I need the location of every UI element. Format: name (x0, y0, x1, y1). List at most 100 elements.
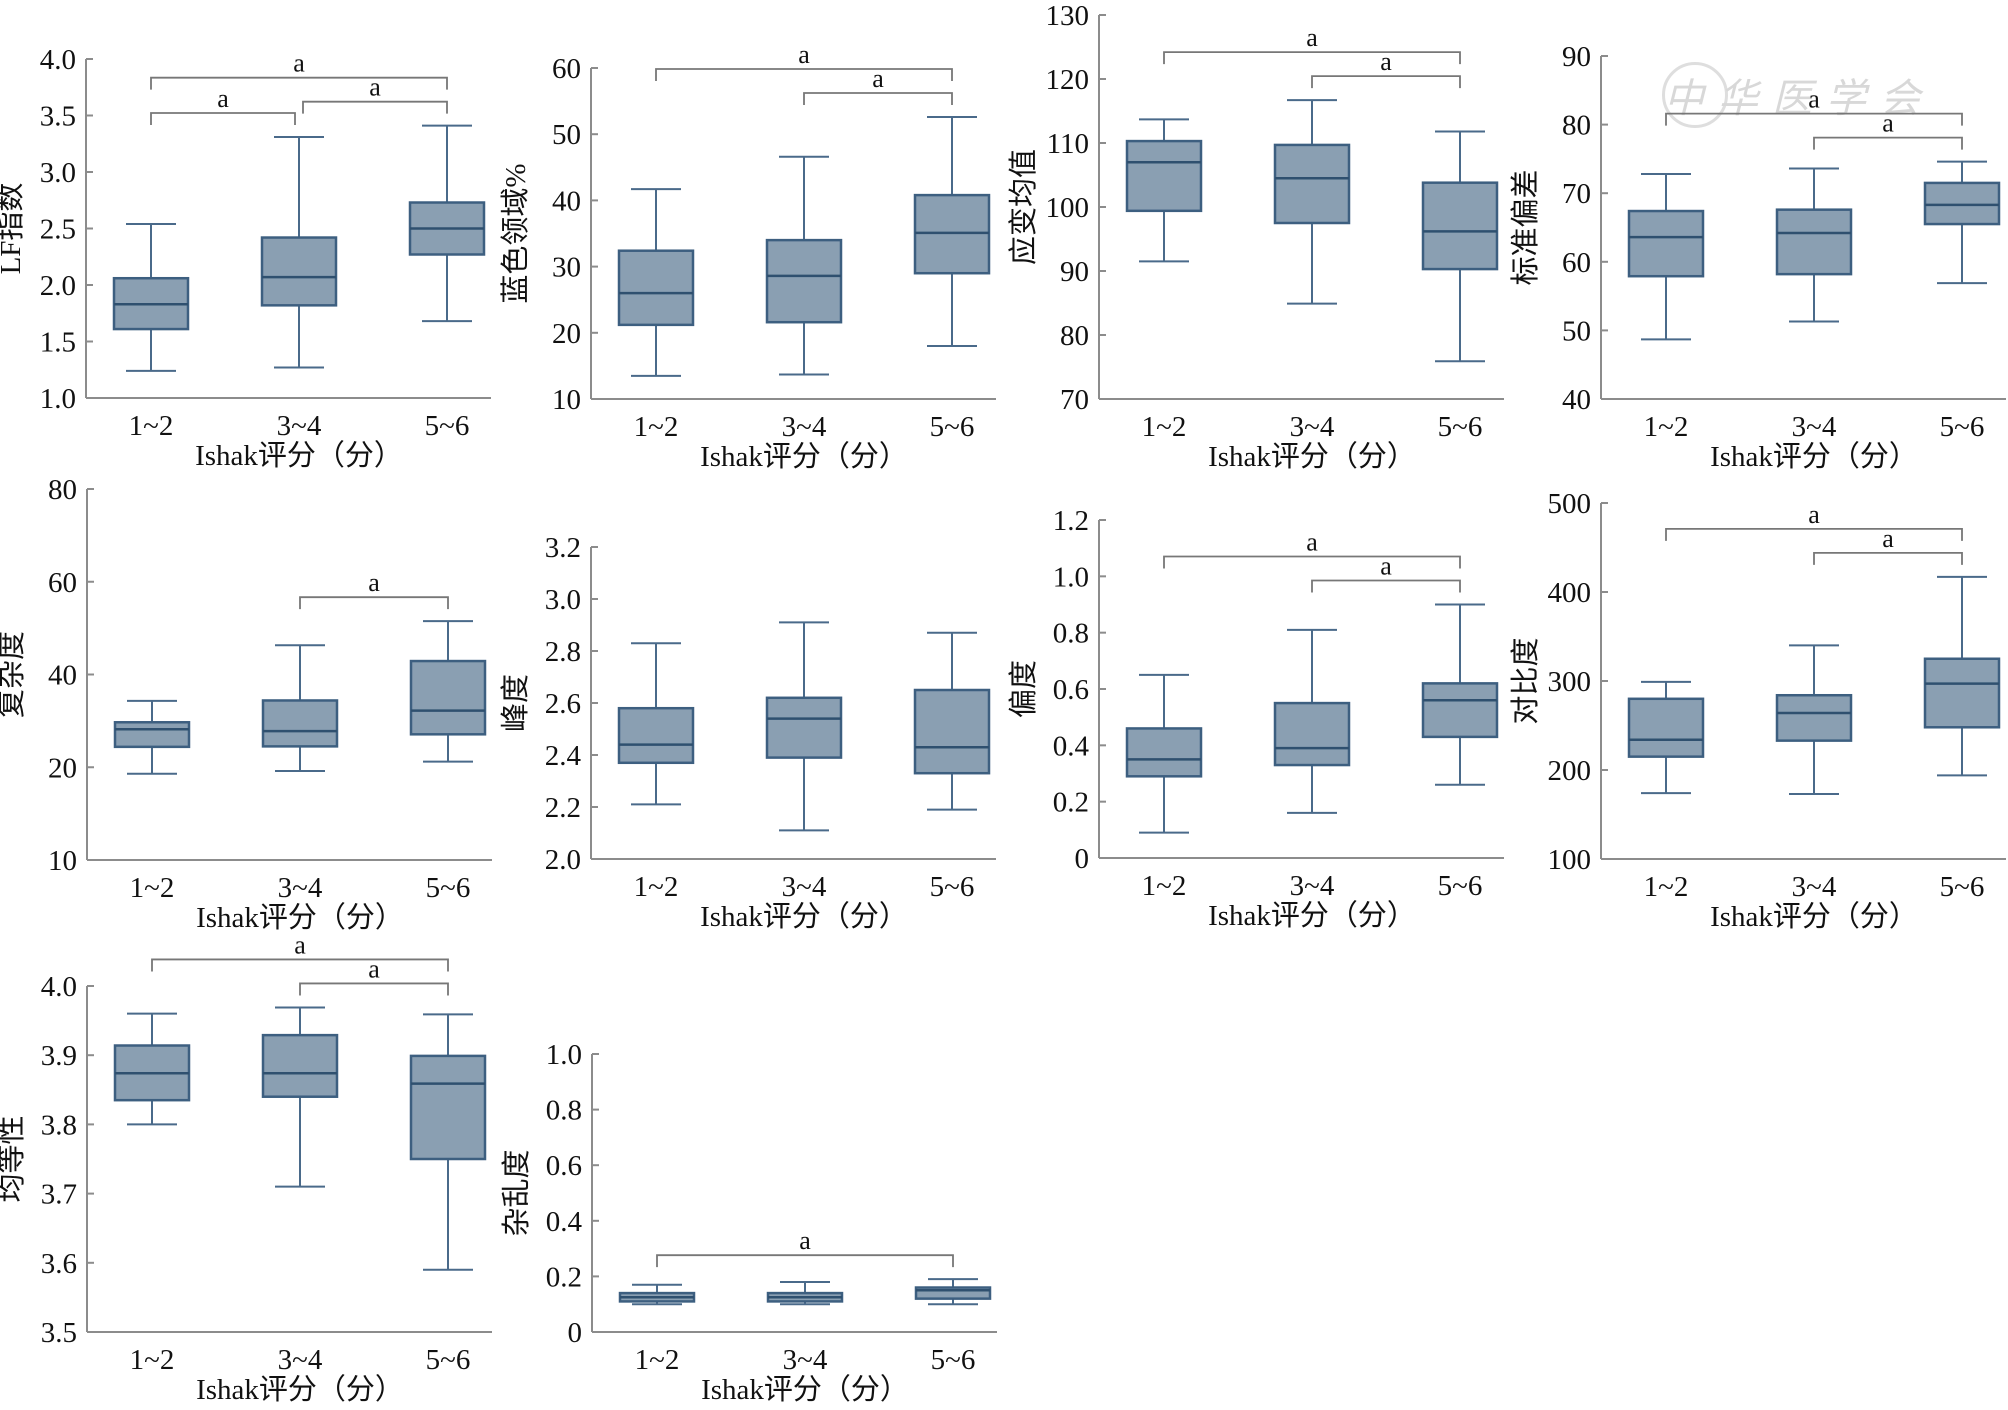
y-tick-label: 1.5 (40, 327, 76, 359)
y-tick-label: 60 (48, 567, 77, 599)
iqr-box (113, 721, 191, 749)
x-tick-label: 5~6 (426, 1344, 471, 1376)
y-tick-label: 2.0 (40, 270, 76, 302)
x-axis-label: Ishak评分（分） (700, 441, 908, 473)
box-plot-5~6 (1421, 130, 1499, 363)
iqr-box (765, 696, 843, 759)
y-tick-label: 120 (1046, 64, 1090, 96)
y-tick-label: 50 (552, 119, 581, 151)
box-plot-1~2 (112, 222, 190, 372)
panel-contrast: 100 200 300 400 500 对比度 1~2 3~4 5~6 Ishak评分（分） a a (1509, 488, 2006, 933)
x-tick-label: 1~2 (635, 1344, 680, 1376)
y-axis-label: 峰度 (499, 674, 532, 732)
y-axis-label: 蓝色领域% (499, 163, 532, 303)
box-plot-5~6 (914, 1278, 992, 1306)
panel-std_dev: 40 50 60 70 80 90 标准偏差 1~2 3~4 5~6 Ishak评分（分） a a (1509, 41, 2006, 473)
box-plot-3~4 (1775, 167, 1853, 323)
box-plot-1~2 (618, 1283, 696, 1306)
x-axis-label: Ishak评分（分） (701, 1374, 909, 1406)
panel-strain_mean: 70 80 90 100 110 120 130 应变均值 1~2 3~4 5~6 Ishak评分（分… (1007, 0, 1504, 473)
box-plot-5~6 (409, 1013, 487, 1271)
y-axis-label: 对比度 (1509, 637, 1542, 724)
significance-bracket (302, 100, 448, 114)
y-tick-label: 3.9 (41, 1040, 77, 1072)
watermark-seal-icon (1662, 62, 1728, 128)
y-tick-label: 40 (48, 660, 77, 692)
box-plot-5~6 (1923, 160, 2001, 285)
x-tick-label: 1~2 (1644, 871, 1689, 903)
y-tick-label: 60 (1562, 247, 1591, 279)
y-tick-label: 60 (552, 53, 581, 85)
y-tick-label: 2.2 (545, 792, 581, 824)
y-tick-label: 3.5 (40, 101, 76, 133)
significance-label: a (1380, 47, 1392, 76)
y-tick-label: 100 (1046, 192, 1090, 224)
y-tick-label: 3.2 (545, 532, 581, 564)
x-axis-label: Ishak评分（分） (1710, 441, 1918, 473)
significance-bracket (299, 982, 449, 996)
x-tick-label: 5~6 (930, 411, 975, 443)
y-tick-label: 50 (1562, 315, 1591, 347)
box-plot-3~4 (261, 1006, 339, 1188)
x-tick-label: 3~4 (1792, 871, 1837, 903)
y-tick-label: 40 (552, 185, 581, 217)
box-plot-3~4 (261, 644, 339, 772)
x-tick-label: 3~4 (783, 1344, 828, 1376)
box-plot-1~2 (113, 699, 191, 775)
box-plot-1~2 (1627, 680, 1705, 795)
y-tick-label: 0.4 (1053, 730, 1090, 762)
y-tick-label: 0 (568, 1317, 583, 1349)
x-tick-label: 3~4 (782, 871, 827, 903)
significance-label: a (369, 73, 381, 102)
panel-homogeneity: 3.5 3.6 3.7 3.8 3.9 4.0 均等性 1~2 3~4 5~6 Ishak评分（分）… (0, 930, 492, 1406)
significance-bracket (150, 76, 448, 90)
x-tick-label: 1~2 (1142, 411, 1187, 443)
iqr-box (1421, 682, 1499, 739)
y-tick-label: 2.6 (545, 688, 581, 720)
x-tick-label: 5~6 (931, 1344, 976, 1376)
y-tick-label: 80 (48, 474, 77, 506)
box-plot-5~6 (1421, 603, 1499, 786)
iqr-box (1775, 208, 1853, 276)
significance-bracket (1311, 75, 1461, 89)
y-tick-label: 2.8 (545, 636, 581, 668)
y-tick-label: 20 (552, 318, 581, 350)
significance-label: a (799, 1226, 811, 1255)
significance-label: a (1306, 23, 1318, 52)
iqr-box (1273, 143, 1351, 225)
x-tick-label: 3~4 (1290, 870, 1335, 902)
significance-bracket (1813, 136, 1963, 150)
y-tick-label: 0.6 (546, 1150, 582, 1182)
x-tick-label: 3~4 (278, 872, 323, 904)
panel-kurtosis: 2.0 2.2 2.4 2.6 2.8 3.0 3.2 峰度 1~2 3~4 5~6 Ishak评分（… (499, 532, 996, 933)
y-tick-label: 10 (552, 384, 581, 416)
iqr-box (260, 236, 338, 307)
y-tick-label: 4.0 (40, 44, 76, 76)
significance-label: a (872, 64, 884, 93)
box-plot-5~6 (1923, 575, 2001, 777)
y-axis-label: 偏度 (1007, 660, 1040, 718)
y-tick-label: 90 (1060, 256, 1089, 288)
significance-label: a (217, 84, 229, 113)
box-plot-3~4 (766, 1280, 844, 1306)
y-tick-label: 0.2 (546, 1261, 582, 1293)
iqr-box (1775, 693, 1853, 742)
y-tick-label: 3.5 (41, 1317, 77, 1349)
y-axis-label: 复杂度 (0, 631, 28, 718)
box-plot-3~4 (1273, 99, 1351, 305)
y-tick-label: 40 (1562, 384, 1591, 416)
significance-label: a (1808, 500, 1820, 529)
panel-lf_index: 1.0 1.5 2.0 2.5 3.0 3.5 4.0 LF指数 1~2 3~4 5~6 Ishak评… (0, 44, 491, 472)
y-tick-label: 0.6 (1053, 674, 1089, 706)
x-axis-label: Ishak评分（分） (196, 902, 404, 934)
x-tick-label: 5~6 (1438, 870, 1483, 902)
iqr-box (1273, 701, 1351, 767)
x-tick-label: 1~2 (130, 872, 175, 904)
iqr-box (1421, 181, 1499, 271)
y-tick-label: 70 (1060, 384, 1089, 416)
box-plot-1~2 (113, 1012, 191, 1126)
y-tick-label: 200 (1548, 755, 1592, 787)
x-axis-label: Ishak评分（分） (1208, 900, 1416, 932)
iqr-box (914, 1286, 992, 1300)
x-tick-label: 5~6 (425, 410, 470, 442)
